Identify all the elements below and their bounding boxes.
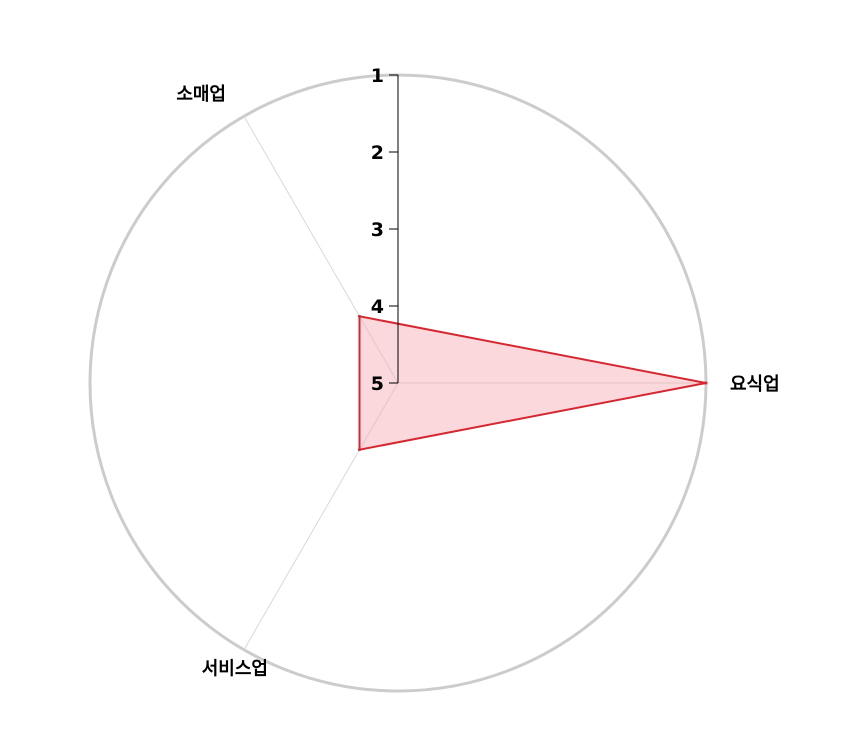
radial-tick-label: 2 (371, 142, 384, 164)
data-series (358, 314, 708, 452)
axis-label-1: 소매업 (176, 84, 226, 105)
data-point-서비스업 (358, 448, 361, 452)
axis-spoke (243, 116, 399, 384)
radial-tick-label: 5 (371, 373, 384, 395)
axis-label-2: 서비스업 (202, 659, 268, 680)
data-polygon (358, 315, 707, 451)
radial-tick-label: 1 (371, 65, 384, 87)
radial-axis: 1 2 3 4 5 (371, 65, 399, 395)
data-point-소매업 (358, 314, 361, 318)
radial-tick-label: 3 (371, 219, 384, 241)
data-point-요식업 (704, 381, 708, 385)
radial-tick-label: 4 (371, 296, 384, 318)
axis-label-0: 요식업 (730, 374, 780, 395)
axis-spokes (243, 116, 706, 650)
axis-spoke (243, 382, 399, 650)
